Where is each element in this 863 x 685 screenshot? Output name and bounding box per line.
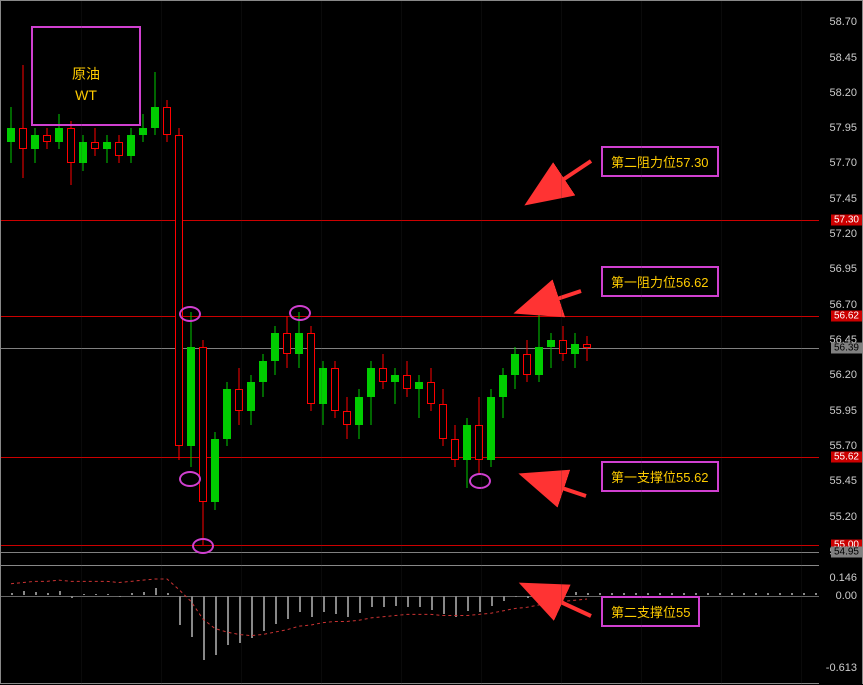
y-tick-label: 57.45 — [829, 193, 857, 205]
indicator-tick-label: 0.00 — [836, 590, 857, 602]
y-tick-label: 55.45 — [829, 475, 857, 487]
y-tick-label: 55.70 — [829, 440, 857, 452]
horizontal-line — [1, 220, 821, 221]
horizontal-line — [1, 316, 821, 317]
price-tag: 54.95 — [831, 546, 862, 557]
x-gridline — [241, 1, 242, 685]
y-tick-label: 56.95 — [829, 263, 857, 275]
x-gridline — [161, 1, 162, 685]
price-tag: 57.30 — [831, 214, 862, 225]
circle-marker — [192, 538, 214, 554]
annotation-label: 第二阻力位57.30 — [601, 146, 719, 177]
price-tag: 56.62 — [831, 310, 862, 321]
horizontal-line — [1, 552, 821, 553]
y-tick-label: 56.70 — [829, 299, 857, 311]
circle-marker — [289, 305, 311, 321]
y-tick-label: 58.20 — [829, 87, 857, 99]
x-gridline — [561, 1, 562, 685]
x-gridline — [641, 1, 642, 685]
price-tag: 55.62 — [831, 452, 862, 463]
title-box: 原油WT — [31, 26, 141, 126]
title-line: 原油 — [47, 64, 125, 85]
circle-marker — [179, 471, 201, 487]
y-tick-label: 58.45 — [829, 52, 857, 64]
y-tick-label: 56.20 — [829, 369, 857, 381]
indicator-tick-label: -0.613 — [826, 662, 857, 674]
x-gridline — [321, 1, 322, 685]
y-tick-label: 57.70 — [829, 157, 857, 169]
x-gridline — [481, 1, 482, 685]
y-axis: 58.70 58.45 58.20 57.95 57.70 57.45 57.20 56.95… — [819, 1, 862, 685]
x-gridline — [81, 1, 82, 685]
y-tick-label: 55.95 — [829, 405, 857, 417]
y-tick-label: 55.20 — [829, 511, 857, 523]
indicator-tick-label: 0.146 — [829, 572, 857, 584]
annotation-label: 第二支撑位55 — [601, 596, 700, 627]
horizontal-line — [1, 457, 821, 458]
title-line: WT — [47, 85, 125, 106]
horizontal-line — [1, 348, 821, 349]
annotation-label: 第一阻力位56.62 — [601, 266, 719, 297]
y-tick-label: 57.95 — [829, 122, 857, 134]
y-tick-label: 58.70 — [829, 16, 857, 28]
x-gridline — [801, 1, 802, 685]
chart-container: 原油WT 58.70 58.45 58.20 57.95 57.70 57.45 57.20… — [0, 0, 863, 684]
price-tag: 56.39 — [831, 343, 862, 354]
y-tick-label: 57.20 — [829, 228, 857, 240]
x-gridline — [721, 1, 722, 685]
x-gridline — [401, 1, 402, 685]
annotation-label: 第一支撑位55.62 — [601, 461, 719, 492]
circle-marker — [469, 473, 491, 489]
circle-marker — [179, 306, 201, 322]
horizontal-line — [1, 545, 821, 546]
